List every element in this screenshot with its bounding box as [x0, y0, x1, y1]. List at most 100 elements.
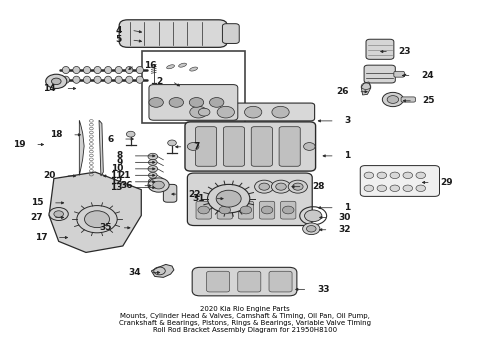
Ellipse shape	[62, 67, 70, 73]
Circle shape	[272, 106, 289, 118]
FancyBboxPatch shape	[223, 127, 245, 166]
Circle shape	[364, 172, 374, 179]
Text: 17: 17	[34, 233, 47, 242]
Text: 11: 11	[111, 171, 123, 180]
Circle shape	[54, 211, 64, 217]
Circle shape	[382, 93, 403, 107]
Polygon shape	[151, 264, 174, 277]
FancyBboxPatch shape	[185, 122, 316, 171]
Text: 2020 Kia Rio Engine Parts: 2020 Kia Rio Engine Parts	[200, 306, 290, 311]
FancyBboxPatch shape	[163, 184, 177, 202]
Text: 9: 9	[117, 158, 123, 167]
Text: 33: 33	[317, 285, 330, 294]
Ellipse shape	[94, 76, 101, 83]
Text: 24: 24	[421, 71, 434, 80]
Text: 25: 25	[423, 96, 435, 105]
Circle shape	[189, 98, 204, 107]
Ellipse shape	[83, 67, 91, 73]
Circle shape	[148, 172, 157, 178]
Circle shape	[217, 106, 234, 118]
Ellipse shape	[104, 67, 112, 73]
Text: 31: 31	[192, 194, 205, 203]
FancyBboxPatch shape	[364, 65, 395, 83]
Circle shape	[148, 178, 169, 192]
Text: 27: 27	[31, 213, 43, 222]
Ellipse shape	[190, 67, 197, 71]
Circle shape	[49, 207, 68, 220]
FancyBboxPatch shape	[281, 201, 296, 219]
FancyBboxPatch shape	[394, 71, 404, 77]
Text: 36: 36	[120, 181, 133, 190]
Circle shape	[85, 211, 109, 228]
FancyBboxPatch shape	[401, 97, 416, 102]
FancyBboxPatch shape	[196, 201, 211, 219]
Circle shape	[126, 131, 135, 137]
Text: 20: 20	[44, 171, 56, 180]
Circle shape	[148, 166, 158, 172]
Circle shape	[390, 185, 400, 192]
Polygon shape	[99, 120, 103, 176]
Circle shape	[377, 185, 387, 192]
Text: 10: 10	[111, 164, 123, 174]
Circle shape	[255, 180, 274, 193]
Circle shape	[198, 206, 209, 214]
Text: 23: 23	[399, 47, 411, 56]
Ellipse shape	[125, 67, 133, 73]
Polygon shape	[49, 172, 141, 252]
Circle shape	[306, 225, 316, 232]
Ellipse shape	[62, 76, 70, 83]
FancyBboxPatch shape	[251, 127, 272, 166]
Text: 18: 18	[50, 130, 63, 139]
Text: 19: 19	[13, 140, 25, 149]
Ellipse shape	[104, 76, 112, 83]
Circle shape	[288, 180, 307, 193]
Ellipse shape	[136, 67, 144, 73]
Circle shape	[190, 106, 207, 118]
Circle shape	[293, 183, 303, 190]
Circle shape	[304, 143, 315, 150]
Text: 6: 6	[107, 135, 113, 144]
Text: 21: 21	[119, 171, 131, 180]
Circle shape	[149, 98, 163, 107]
Circle shape	[149, 184, 157, 190]
Text: 3: 3	[344, 116, 351, 125]
Text: 35: 35	[99, 223, 112, 232]
Text: 4: 4	[115, 26, 122, 35]
FancyBboxPatch shape	[259, 201, 275, 219]
FancyBboxPatch shape	[185, 103, 315, 121]
Text: 13: 13	[111, 183, 123, 192]
Circle shape	[303, 223, 320, 235]
Ellipse shape	[94, 67, 101, 73]
Circle shape	[51, 78, 61, 85]
Text: 26: 26	[336, 87, 349, 96]
Text: Mounts, Cylinder Head & Valves, Camshaft & Timing, Oil Pan, Oil Pump,: Mounts, Cylinder Head & Valves, Camshaft…	[120, 313, 370, 319]
Text: 30: 30	[338, 213, 350, 222]
Text: 15: 15	[31, 198, 43, 207]
Circle shape	[219, 206, 231, 214]
FancyBboxPatch shape	[196, 127, 217, 166]
Text: 22: 22	[188, 190, 201, 199]
Circle shape	[390, 172, 400, 179]
Bar	[142, 51, 245, 123]
Circle shape	[416, 185, 425, 192]
Text: 7: 7	[193, 142, 199, 151]
Text: 12: 12	[111, 177, 123, 186]
FancyBboxPatch shape	[207, 271, 230, 292]
Circle shape	[276, 183, 286, 190]
Circle shape	[148, 153, 158, 160]
Text: 5: 5	[115, 35, 122, 44]
Ellipse shape	[115, 67, 122, 73]
Circle shape	[377, 172, 387, 179]
Circle shape	[416, 172, 425, 179]
Circle shape	[198, 108, 210, 116]
Ellipse shape	[136, 76, 144, 83]
Circle shape	[208, 184, 250, 213]
Text: 8: 8	[117, 151, 123, 161]
Circle shape	[261, 206, 273, 214]
Circle shape	[168, 140, 176, 146]
Circle shape	[187, 143, 199, 150]
Ellipse shape	[115, 76, 122, 83]
Circle shape	[387, 96, 399, 103]
FancyBboxPatch shape	[217, 201, 233, 219]
Circle shape	[148, 178, 157, 184]
